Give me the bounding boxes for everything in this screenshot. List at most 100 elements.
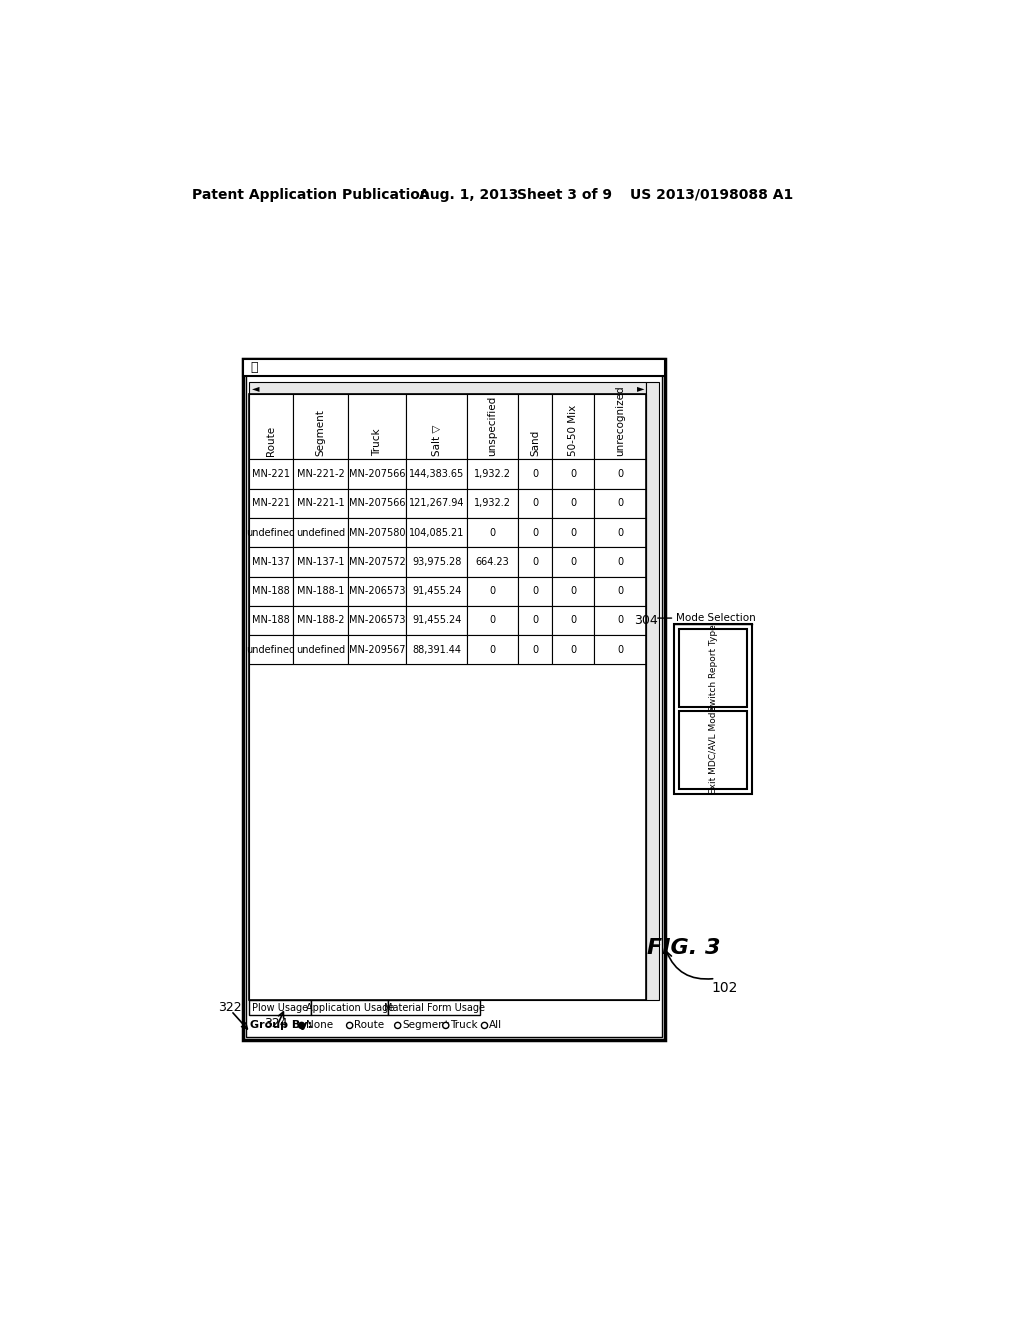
Circle shape — [394, 1022, 400, 1028]
Bar — [348, 635, 407, 664]
Bar — [249, 606, 293, 635]
Text: 0: 0 — [489, 586, 496, 597]
Text: 324: 324 — [264, 1016, 288, 1030]
Text: Mode Selection: Mode Selection — [676, 612, 756, 623]
Text: Route: Route — [354, 1020, 384, 1031]
Bar — [552, 488, 594, 517]
Bar — [249, 548, 293, 577]
Bar — [293, 517, 348, 548]
Bar — [594, 548, 646, 577]
Text: 50-50 Mix: 50-50 Mix — [568, 404, 578, 455]
Text: 0: 0 — [570, 586, 577, 597]
Text: MN-206573: MN-206573 — [349, 586, 406, 597]
Text: 0: 0 — [570, 499, 577, 508]
Bar — [518, 577, 552, 606]
Circle shape — [346, 1022, 352, 1028]
Text: 0: 0 — [570, 528, 577, 537]
Bar — [249, 664, 646, 1001]
Text: 0: 0 — [531, 469, 538, 479]
Bar — [467, 635, 518, 664]
Text: 1,932.2: 1,932.2 — [474, 499, 511, 508]
Bar — [679, 711, 748, 789]
Bar — [594, 577, 646, 606]
Text: 0: 0 — [617, 644, 624, 655]
Bar — [594, 517, 646, 548]
Text: MN-188: MN-188 — [252, 615, 290, 626]
Text: 0: 0 — [570, 557, 577, 566]
Bar — [594, 488, 646, 517]
Text: 664.23: 664.23 — [476, 557, 509, 566]
Text: 0: 0 — [531, 557, 538, 566]
Text: MN-221-1: MN-221-1 — [297, 499, 345, 508]
Text: 0: 0 — [570, 469, 577, 479]
Text: Exit MDC/AVL Mode: Exit MDC/AVL Mode — [709, 706, 718, 795]
Bar — [518, 606, 552, 635]
Text: Sheet 3 of 9: Sheet 3 of 9 — [517, 187, 612, 202]
Bar — [293, 548, 348, 577]
Text: undefined: undefined — [296, 644, 345, 655]
Bar — [249, 1001, 311, 1015]
Bar — [407, 635, 467, 664]
Text: 0: 0 — [617, 469, 624, 479]
Bar — [467, 548, 518, 577]
Text: 0: 0 — [531, 528, 538, 537]
Bar — [594, 606, 646, 635]
Bar — [518, 635, 552, 664]
Text: MN-207566: MN-207566 — [349, 499, 406, 508]
Text: 88,391.44: 88,391.44 — [413, 644, 461, 655]
Text: Truck: Truck — [451, 1020, 478, 1031]
Text: Material Form Usage: Material Form Usage — [384, 1003, 484, 1012]
Text: Salt ▽: Salt ▽ — [432, 424, 441, 455]
Bar — [552, 459, 594, 488]
Bar — [348, 393, 407, 459]
Bar — [518, 393, 552, 459]
Text: Aug. 1, 2013: Aug. 1, 2013 — [419, 187, 518, 202]
Text: MN-221: MN-221 — [252, 499, 290, 508]
Bar — [293, 393, 348, 459]
Bar — [293, 459, 348, 488]
Text: Truck: Truck — [373, 428, 382, 455]
Bar — [388, 1001, 480, 1015]
Text: MN-188-1: MN-188-1 — [297, 586, 344, 597]
Text: MN-188: MN-188 — [252, 586, 290, 597]
Text: MN-206573: MN-206573 — [349, 615, 406, 626]
Bar — [311, 1001, 388, 1015]
Text: 0: 0 — [531, 499, 538, 508]
Bar — [467, 577, 518, 606]
Text: MN-209567: MN-209567 — [349, 644, 406, 655]
Text: MN-221: MN-221 — [252, 469, 290, 479]
Circle shape — [300, 1024, 303, 1027]
Bar — [249, 517, 293, 548]
Bar — [467, 517, 518, 548]
Bar — [293, 577, 348, 606]
Text: 0: 0 — [531, 615, 538, 626]
Bar — [243, 359, 665, 376]
Text: Segment: Segment — [315, 409, 326, 455]
Bar — [293, 488, 348, 517]
Text: Switch Report Type: Switch Report Type — [709, 624, 718, 711]
Bar — [407, 548, 467, 577]
Text: Patent Application Publication: Patent Application Publication — [191, 187, 429, 202]
Bar — [467, 393, 518, 459]
Bar — [348, 459, 407, 488]
Bar — [407, 517, 467, 548]
Text: 0: 0 — [531, 644, 538, 655]
Text: MN-221-2: MN-221-2 — [297, 469, 345, 479]
Bar — [552, 517, 594, 548]
Text: 0: 0 — [617, 499, 624, 508]
Text: None: None — [306, 1020, 334, 1031]
Bar — [407, 393, 467, 459]
Bar — [249, 395, 646, 1001]
Text: MN-207572: MN-207572 — [349, 557, 406, 566]
Text: unspecified: unspecified — [487, 396, 498, 455]
Bar — [675, 624, 752, 793]
Bar — [249, 635, 293, 664]
Text: 104,085.21: 104,085.21 — [410, 528, 465, 537]
Circle shape — [299, 1022, 305, 1028]
Bar — [348, 606, 407, 635]
Text: Route: Route — [266, 425, 276, 455]
Bar — [518, 548, 552, 577]
Bar — [348, 488, 407, 517]
Bar — [467, 606, 518, 635]
Bar — [348, 517, 407, 548]
